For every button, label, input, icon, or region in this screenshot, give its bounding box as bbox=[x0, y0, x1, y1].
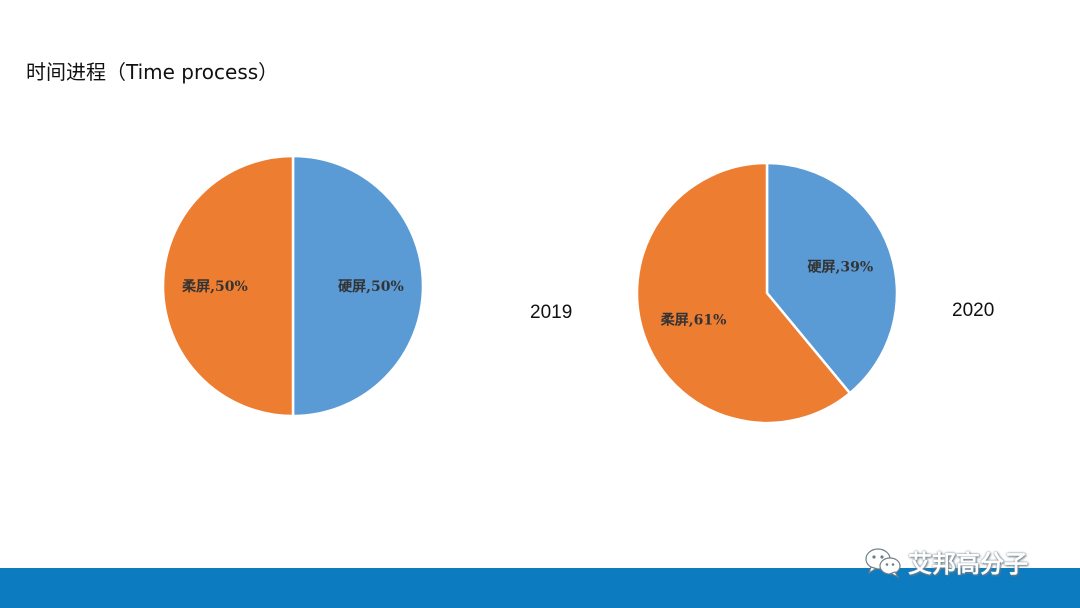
watermark-text: 艾邦高分子 bbox=[908, 550, 1028, 578]
pie-chart-2019: 硬屏,50% 柔屏,50% bbox=[161, 154, 425, 418]
watermark: 艾邦高分子 bbox=[864, 544, 1028, 579]
pie-labels: 硬屏,39% 柔屏,61% bbox=[660, 260, 873, 329]
year-label-2019: 2019 bbox=[530, 302, 573, 323]
pie-chart-2020: 硬屏,39% 柔屏,61% bbox=[635, 161, 899, 425]
wechat-icon bbox=[865, 547, 901, 578]
year-label-2020: 2020 bbox=[952, 300, 995, 321]
pie-slice-label: 硬屏,50% bbox=[338, 279, 404, 295]
bottom-bar bbox=[0, 568, 1080, 608]
pie-labels: 硬屏,50% 柔屏,50% bbox=[181, 279, 404, 295]
pie-slice-hard bbox=[291, 154, 425, 418]
pie-slice-label: 硬屏,39% bbox=[808, 260, 874, 276]
pie-slice-soft bbox=[635, 161, 852, 425]
pie-slices bbox=[635, 161, 899, 425]
pie-slices bbox=[161, 154, 425, 418]
page-title: 时间进程（Time process） bbox=[26, 60, 279, 84]
pie-slice-label: 柔屏,50% bbox=[181, 279, 248, 295]
pie-slice-label: 柔屏,61% bbox=[660, 312, 727, 328]
pie-slice-soft bbox=[161, 154, 295, 418]
pie-slice-hard bbox=[765, 161, 899, 395]
